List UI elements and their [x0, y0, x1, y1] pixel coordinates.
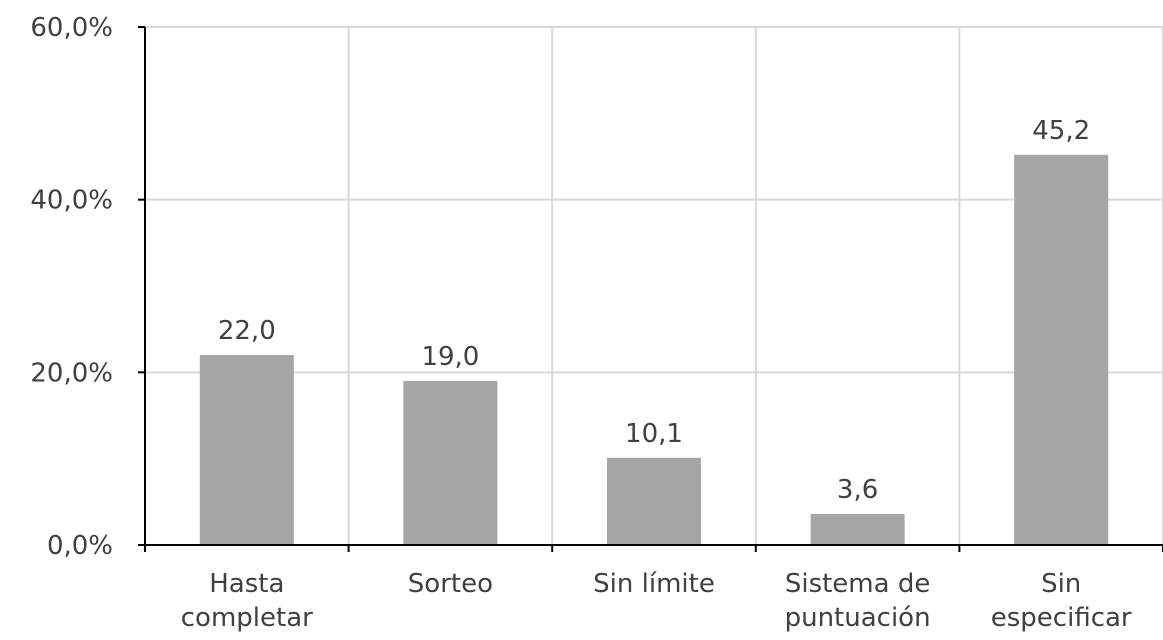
- x-tick-label-line: puntuación: [785, 603, 931, 633]
- data-label: 3,6: [837, 475, 878, 505]
- x-tick-label: Sin especificar: [991, 569, 1132, 633]
- x-tick-label-line: Sin: [1041, 569, 1081, 599]
- x-tick-label-line: Sistema de: [785, 569, 931, 599]
- bar: [1014, 154, 1109, 546]
- data-label: 45,2: [1032, 116, 1090, 146]
- axes: [138, 26, 1163, 552]
- x-tick-label: Sorteo: [408, 569, 493, 599]
- data-label: 19,0: [421, 342, 479, 372]
- y-tick-label: 0,0%: [47, 531, 113, 561]
- y-tick-label: 40,0%: [30, 186, 113, 216]
- x-tick-label-line: completar: [181, 603, 313, 633]
- y-tick-label: 60,0%: [30, 13, 113, 43]
- x-tick-label: Sin límite: [593, 569, 715, 599]
- bars: [199, 154, 1109, 546]
- x-tick-label: Hasta completar: [181, 569, 313, 633]
- gridlines: [145, 26, 1163, 545]
- x-tick-label-line: Sin límite: [593, 569, 715, 599]
- labels: 22,0 19,0 10,1 3,6 45,2 0,0% 20,0% 40,0% 60,0% Ha…: [30, 13, 1132, 633]
- bar: [403, 380, 498, 545]
- y-tick-label: 20,0%: [30, 358, 113, 388]
- x-tick-label-line: Sorteo: [408, 569, 493, 599]
- x-tick-label-line: Hasta: [209, 569, 284, 599]
- bar: [810, 513, 905, 545]
- bar: [607, 457, 701, 545]
- bar: [199, 355, 294, 545]
- data-label: 22,0: [218, 316, 276, 346]
- x-tick-label: Sistema de puntuación: [785, 569, 931, 633]
- data-label: 10,1: [625, 419, 683, 449]
- x-tick-label-line: especificar: [991, 603, 1132, 633]
